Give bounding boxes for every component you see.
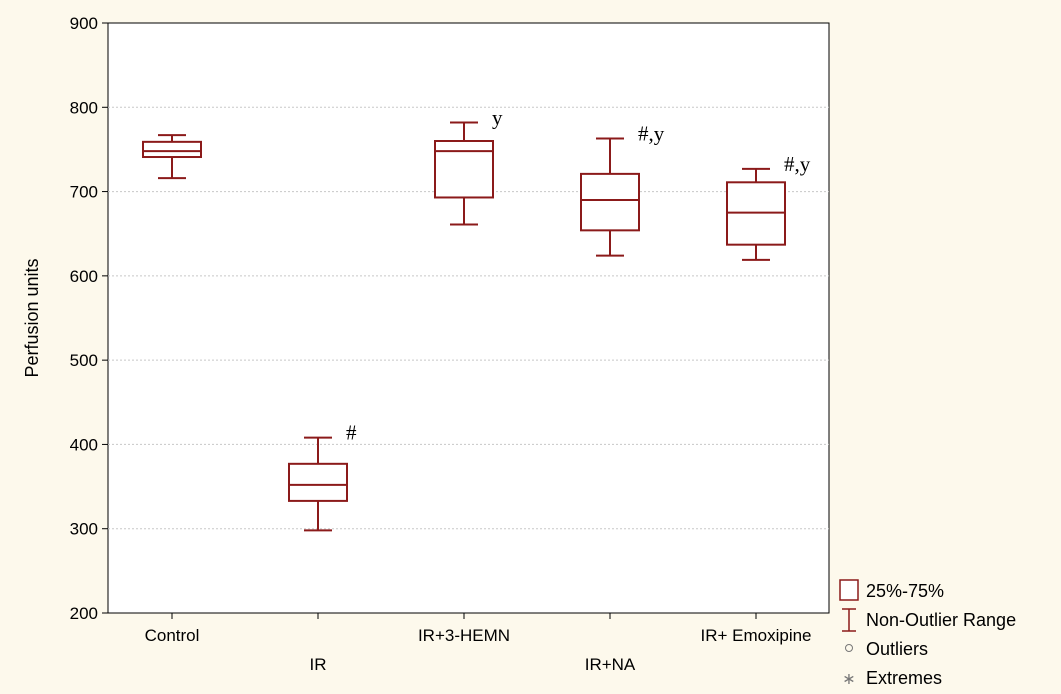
significance-label: y <box>492 105 503 129</box>
significance-label: #,y <box>784 152 811 176</box>
y-tick-label: 900 <box>70 14 98 33</box>
significance-label: #,y <box>638 121 665 145</box>
box-1 <box>142 134 202 180</box>
y-tick-label: 300 <box>70 520 98 539</box>
x-tick-label: IR+ Emoxipine <box>700 626 811 645</box>
y-tick-label: 800 <box>70 98 98 117</box>
y-tick-label: 400 <box>70 435 98 454</box>
legend-item-2: Non-Outlier Range <box>842 608 1016 632</box>
legend-symbol-whisker <box>842 608 856 632</box>
legend-item-4: ∗ Extremes <box>842 668 942 688</box>
x-tick-label: IR <box>310 655 327 674</box>
y-axis-ticks: 200 300 400 500 600 700 800 900 <box>70 14 108 623</box>
iqr-box <box>288 462 348 502</box>
legend-item-3: Outliers <box>845 639 928 659</box>
x-tick-label: IR+3-HEMN <box>418 626 510 645</box>
y-tick-label: 600 <box>70 267 98 286</box>
box-2: # <box>288 421 357 532</box>
legend-symbol-asterisk: ∗ <box>842 669 855 688</box>
x-axis-labels: Control IR IR+3-HEMN IR+NA IR+ Emoxipine <box>145 613 812 674</box>
significance-label: # <box>346 421 357 445</box>
legend-symbol-box <box>839 579 859 601</box>
y-tick-label: 200 <box>70 604 98 623</box>
legend-symbol-circle <box>845 644 853 652</box>
iqr-box <box>580 172 640 232</box>
iqr-box <box>434 140 494 199</box>
box-4: #,y <box>580 121 665 257</box>
x-tick-label: Control <box>145 626 200 645</box>
box-5: #,y <box>726 152 811 261</box>
plot-area <box>107 22 830 614</box>
y-tick-label: 700 <box>70 183 98 202</box>
y-axis-title: Perfusion units <box>22 258 42 377</box>
y-tick-label: 500 <box>70 351 98 370</box>
iqr-box <box>142 140 202 159</box>
legend: 25%-75% Non-Outlier Range Outliers ∗ Extreme… <box>839 579 1016 688</box>
legend-label: Non-Outlier Range <box>866 610 1016 630</box>
legend-label: 25%-75% <box>866 581 944 601</box>
legend-label: Outliers <box>866 639 928 659</box>
boxes: # y #,y #,y <box>142 105 811 532</box>
legend-item-1: 25%-75% <box>839 579 944 601</box>
legend-label: Extremes <box>866 668 942 688</box>
box-3: y <box>434 105 503 226</box>
x-tick-label: IR+NA <box>585 655 636 674</box>
